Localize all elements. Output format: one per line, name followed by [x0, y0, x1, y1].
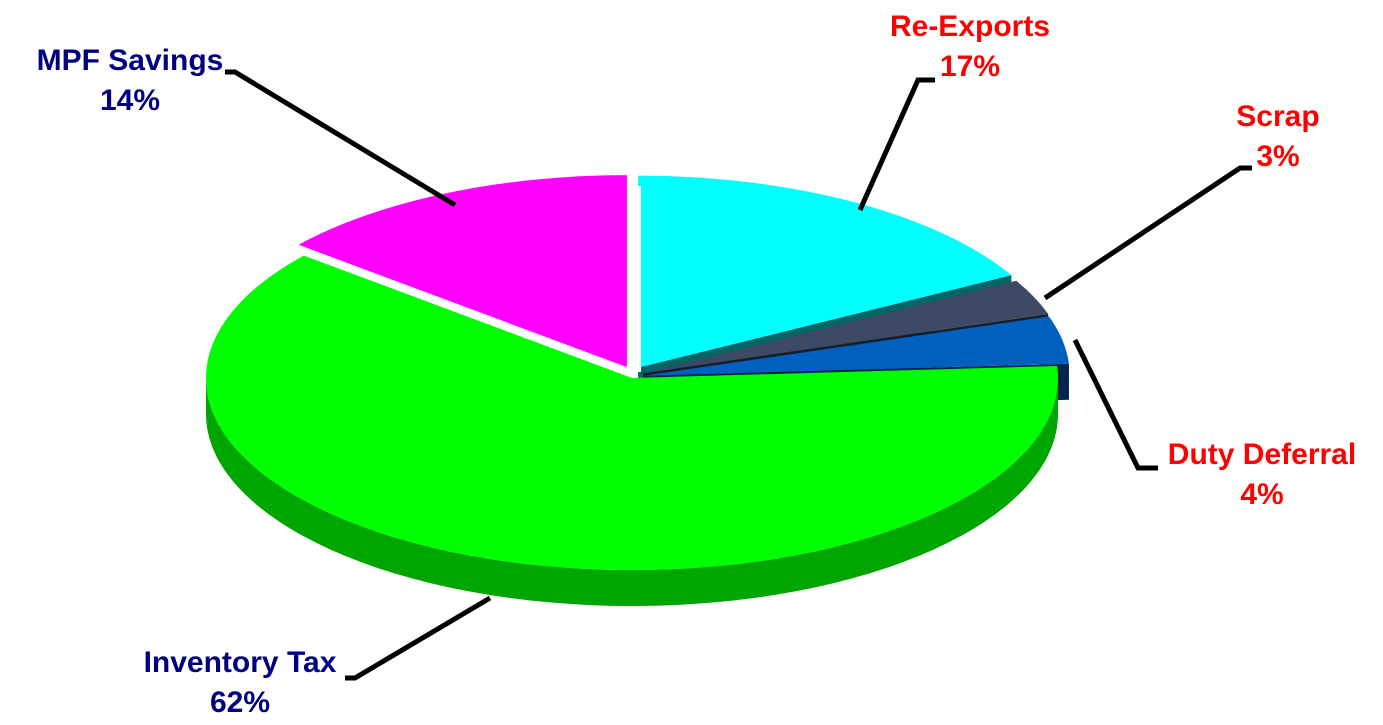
pie-slice [206, 255, 1059, 570]
pie-slice [638, 175, 1012, 368]
slice-value-label: 3% [1256, 140, 1299, 173]
pie-tops [206, 175, 1069, 570]
slice-label: Inventory Tax [144, 646, 337, 679]
slice-label: Duty Deferral [1168, 438, 1356, 471]
leader-line [225, 69, 457, 208]
pie-slice [643, 280, 1049, 374]
slice-label: Re-Exports [890, 10, 1050, 43]
leader-line [1043, 165, 1252, 301]
slice-value-label: 62% [210, 686, 270, 719]
slice-value-label: 4% [1240, 478, 1283, 511]
leader-line [1072, 338, 1158, 471]
leader-line [345, 595, 492, 681]
pie-slice [298, 175, 627, 368]
slice-value-label: 17% [940, 50, 1000, 83]
leader-line [857, 77, 935, 212]
slice-label: Scrap [1236, 100, 1319, 133]
slice-value-label: 14% [100, 84, 160, 117]
pie-side [206, 378, 1058, 606]
pie-slice [643, 316, 1069, 376]
slice-label: MPF Savings [37, 44, 224, 77]
